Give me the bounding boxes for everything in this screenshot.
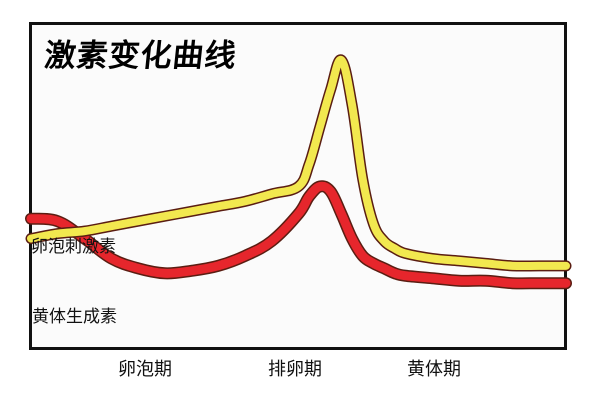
phase-label-follicular: 卵泡期 [118, 359, 172, 380]
series-layer [25, 54, 572, 290]
phase-label-ovulatory: 排卵期 [268, 359, 322, 380]
fsh-series-label: 卵泡刺激素 [31, 237, 116, 257]
lh-series-label: 黄体生成素 [32, 307, 117, 327]
phase-label-luteal: 黄体期 [407, 359, 461, 380]
fsh-line [27, 55, 570, 271]
chart-title: 激素变化曲线 [42, 38, 239, 74]
lh-line [26, 181, 571, 288]
